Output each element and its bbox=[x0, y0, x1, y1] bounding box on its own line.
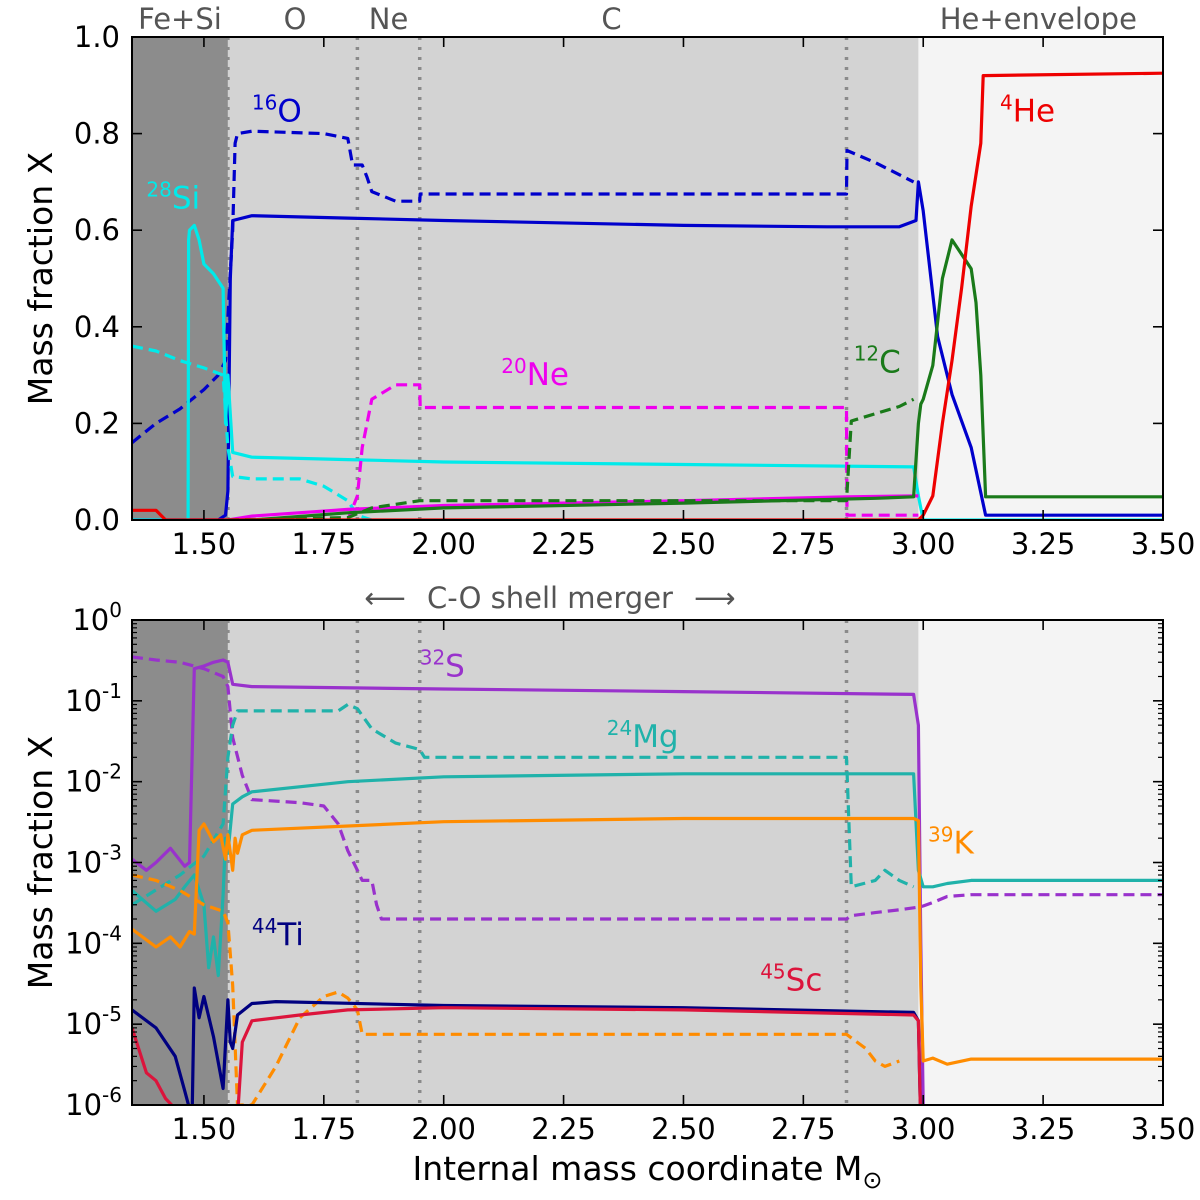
x-tick-label: 2.00 bbox=[411, 527, 476, 561]
species-label: 24Mg bbox=[607, 716, 679, 755]
y-tick-label: 10-4 bbox=[65, 921, 122, 960]
zone-band bbox=[357, 37, 420, 520]
series-line-16O-dashed bbox=[132, 129, 915, 444]
x-tick-label: 2.25 bbox=[531, 527, 596, 561]
y-tick-label: 0.8 bbox=[74, 117, 120, 151]
y-tick-label: 10-5 bbox=[65, 1002, 122, 1041]
y-axis-label: Mass fraction X bbox=[21, 736, 60, 989]
series-line-39K-solid bbox=[132, 816, 1163, 1066]
y-tick-label: 0.0 bbox=[74, 503, 120, 537]
y-tick-label: 0.2 bbox=[74, 406, 120, 440]
series-line-45Sc-solid bbox=[132, 1006, 922, 1105]
species-label: 4He bbox=[1000, 91, 1055, 130]
bottom-panel: 1.50 1.75 2.00 2.25 2.50 2.75 3.00 3.25 3.50 10-6… bbox=[21, 598, 1195, 1194]
y-tick-label: 1.0 bbox=[74, 20, 120, 54]
series-line-32S-dashed bbox=[132, 655, 1163, 921]
y-tick-label: 10-6 bbox=[65, 1083, 122, 1122]
axes-frame bbox=[131, 36, 1164, 521]
x-tick-label: 2.50 bbox=[651, 527, 716, 561]
x-tick-label: 3.50 bbox=[1131, 1112, 1196, 1146]
zone-label: Fe+Si bbox=[138, 2, 222, 36]
species-label: 28Si bbox=[146, 177, 200, 216]
zone-band bbox=[227, 620, 919, 1105]
series-group bbox=[132, 655, 1163, 1105]
series-line-24Mg-solid bbox=[132, 772, 1163, 978]
y-tick-label: 0.4 bbox=[74, 310, 120, 344]
x-tick-label: 2.50 bbox=[651, 1112, 716, 1146]
x-tick-label: 3.25 bbox=[1011, 527, 1076, 561]
zone-band bbox=[227, 37, 358, 520]
x-tick-label: 2.00 bbox=[411, 1112, 476, 1146]
y-axis-label: Mass fraction X bbox=[21, 152, 60, 405]
x-axis-label: Internal mass coordinate M⊙ bbox=[413, 1149, 883, 1194]
series-line-24Mg-dashed bbox=[132, 702, 915, 907]
series-line-28Si-dashed bbox=[132, 344, 373, 520]
zone-band bbox=[918, 37, 1163, 520]
species-label: 12C bbox=[854, 342, 901, 381]
species-label: 39K bbox=[928, 822, 974, 861]
x-tick-label: 3.00 bbox=[891, 527, 956, 561]
x-tick-label: 1.75 bbox=[292, 527, 357, 561]
zone-band bbox=[419, 37, 919, 520]
top-panel: 1.50 1.75 2.00 2.25 2.50 2.75 3.00 3.25 3.50 0.0 0… bbox=[21, 2, 1195, 561]
y-tick-label: 10-1 bbox=[65, 679, 122, 718]
x-tick-label: 1.50 bbox=[172, 1112, 237, 1146]
y-tick-label: 10-3 bbox=[65, 841, 122, 880]
zone-label: He+envelope bbox=[940, 2, 1137, 36]
series-line-20Ne-dashed bbox=[227, 383, 919, 520]
zone-band bbox=[132, 37, 228, 520]
merger-arrow-left: ⟵ bbox=[364, 581, 406, 615]
series-line-32S-solid bbox=[132, 658, 925, 1105]
zone-label: C bbox=[601, 2, 621, 36]
species-label: 32S bbox=[420, 646, 465, 685]
species-label: 44Ti bbox=[252, 914, 304, 953]
merger-arrow-right: ⟶ bbox=[694, 581, 736, 615]
merger-annotation: ⟵ C-O shell merger ⟶ bbox=[364, 581, 736, 615]
zone-label: Ne bbox=[369, 2, 409, 36]
series-line-12C-solid bbox=[227, 238, 1163, 520]
merger-annotation-text: C-O shell merger bbox=[427, 581, 673, 615]
x-tick-label: 2.75 bbox=[771, 1112, 836, 1146]
y-tick-label: 0.6 bbox=[74, 213, 120, 247]
series-group bbox=[132, 71, 1163, 520]
series-line-28Si-solid bbox=[132, 223, 1163, 520]
zone-label: O bbox=[284, 2, 307, 36]
series-line-4He-solid bbox=[132, 71, 1163, 520]
series-line-39K-dashed bbox=[132, 873, 900, 1105]
y-tick-label: 10-2 bbox=[65, 760, 122, 799]
x-tick-label: 2.75 bbox=[771, 527, 836, 561]
species-label: 45Sc bbox=[760, 960, 822, 999]
series-line-44Ti-solid bbox=[132, 986, 922, 1105]
x-tick-label: 3.25 bbox=[1011, 1112, 1076, 1146]
x-tick-label: 3.00 bbox=[891, 1112, 956, 1146]
species-label: 16O bbox=[252, 91, 302, 130]
species-label: 20Ne bbox=[501, 354, 569, 393]
series-line-12C-dashed bbox=[227, 397, 915, 520]
x-tick-label: 2.25 bbox=[531, 1112, 596, 1146]
zone-band bbox=[918, 620, 1163, 1105]
y-tick-label: 100 bbox=[72, 598, 122, 637]
x-tick-label: 1.75 bbox=[292, 1112, 357, 1146]
x-tick-label: 3.50 bbox=[1131, 527, 1196, 561]
x-tick-label: 1.50 bbox=[172, 527, 237, 561]
